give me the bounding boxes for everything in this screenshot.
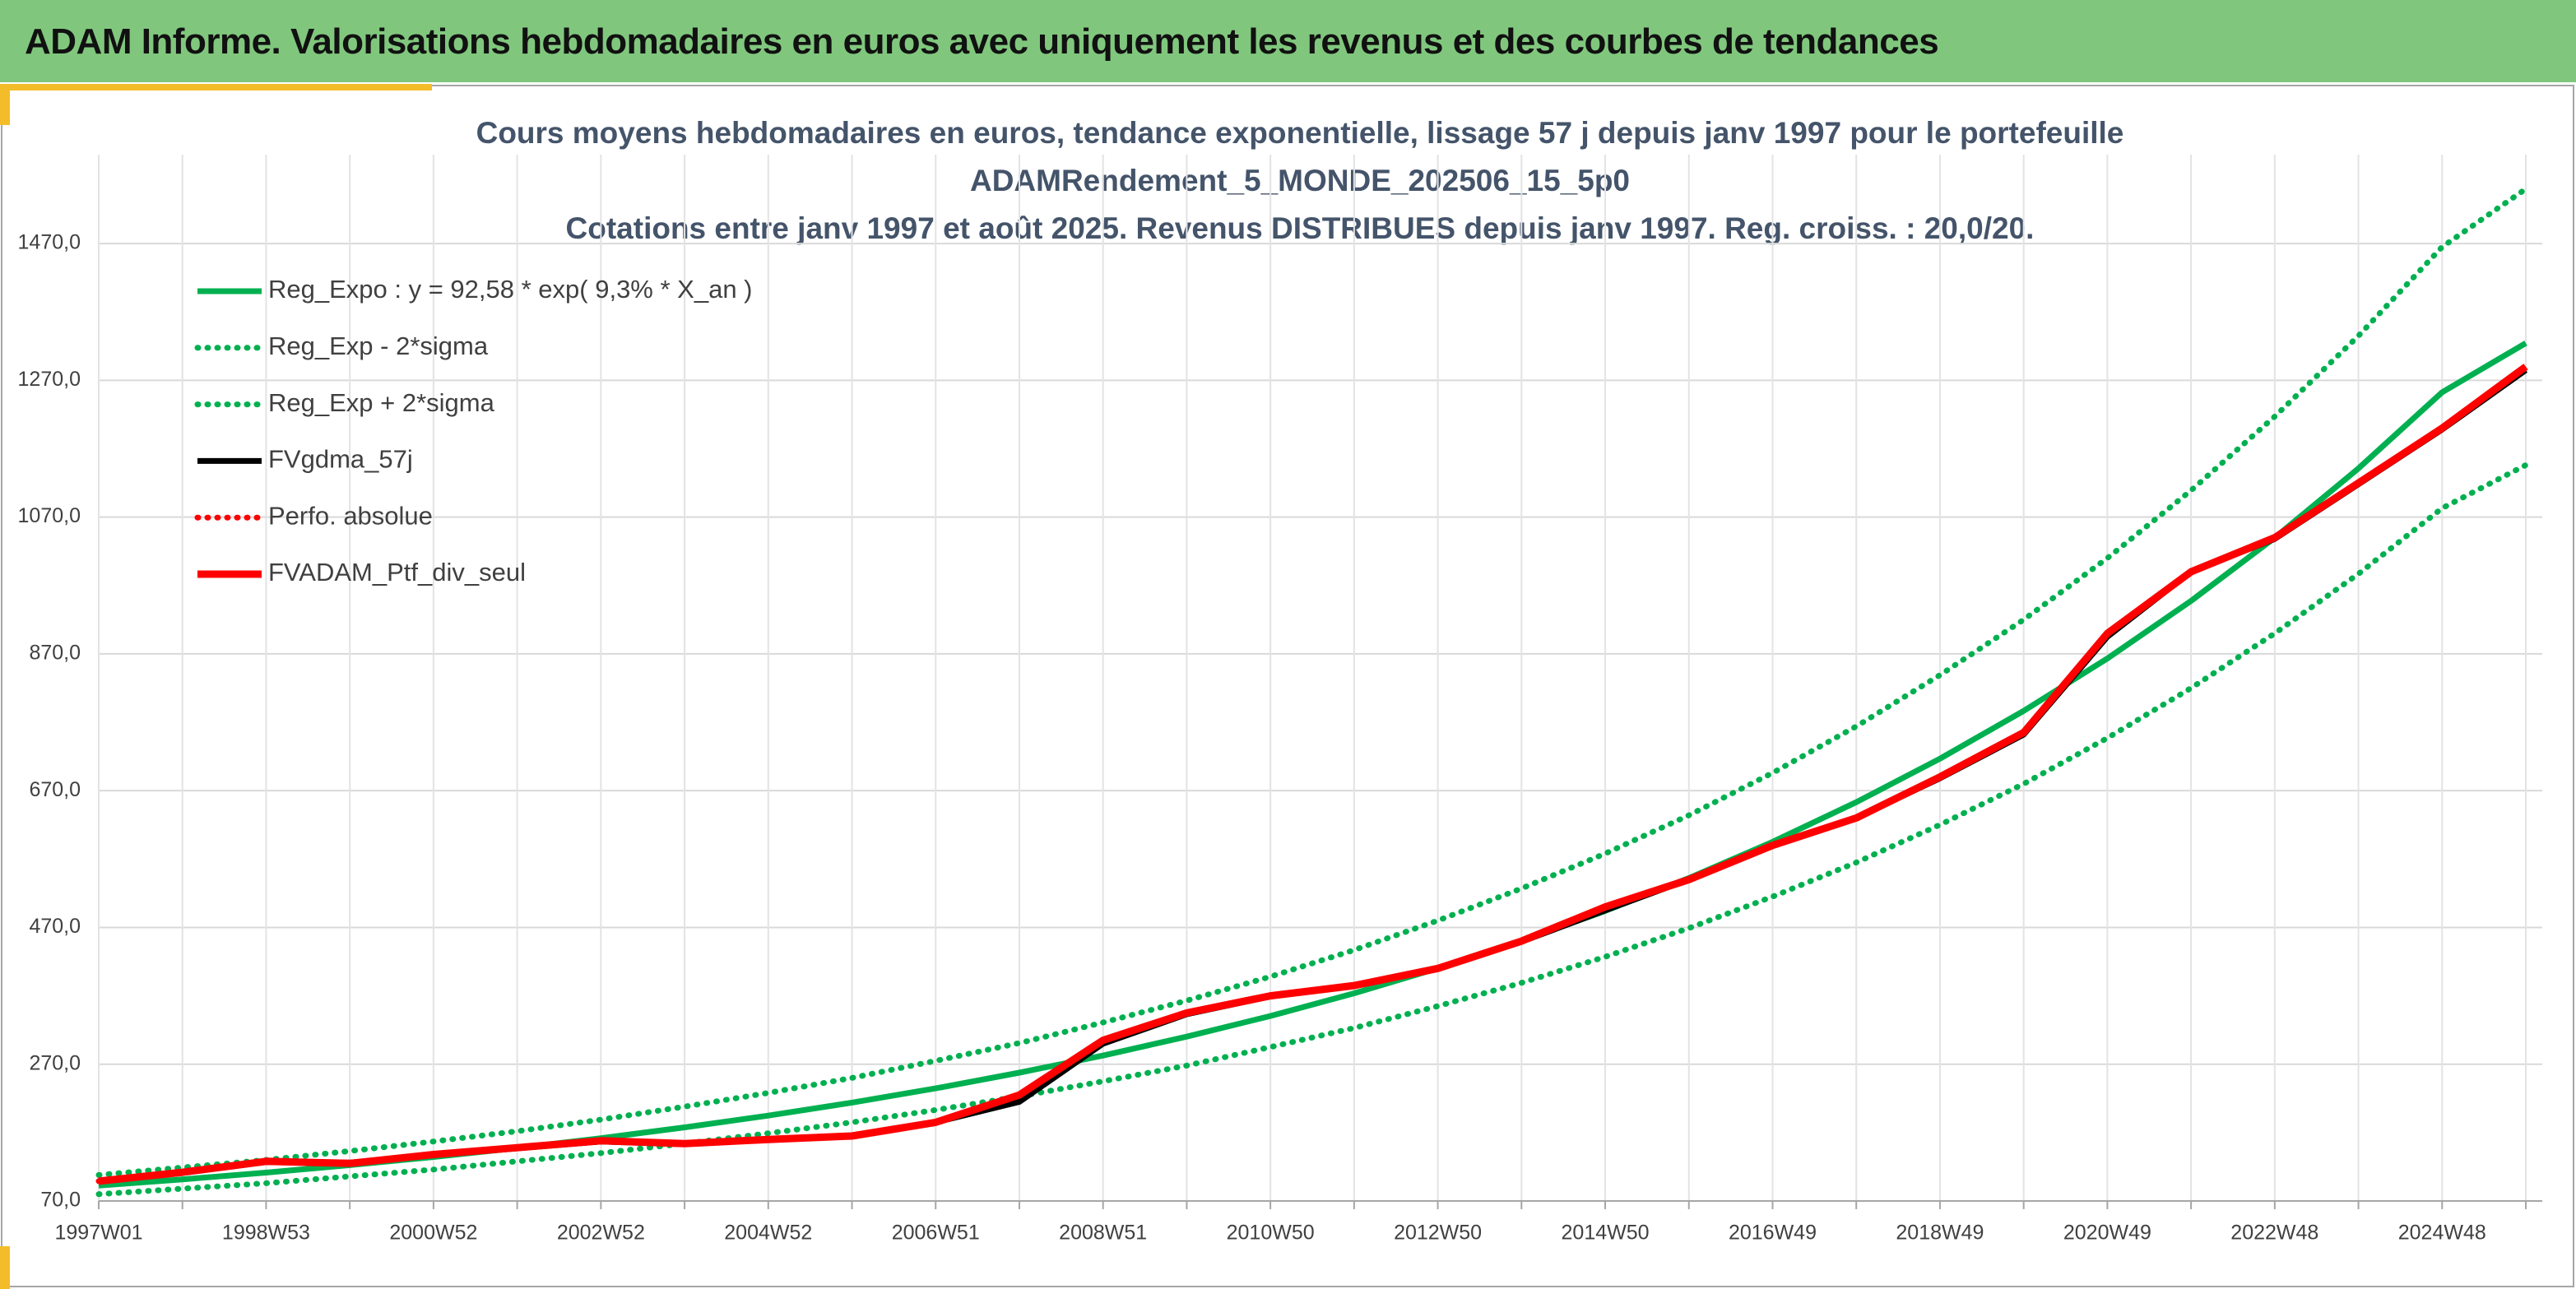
y-tick-label: 870,0 xyxy=(29,642,81,665)
accent xyxy=(0,84,10,125)
legend-label: Reg_Exp + 2*sigma xyxy=(268,388,495,417)
header-title: ADAM Informe. Valorisations hebdomadaire… xyxy=(25,21,1939,62)
series-line xyxy=(95,461,2529,1198)
chart-title: ADAMRendement_5_MONDE_202506_15_5p0 xyxy=(970,164,1630,197)
chart-title: Cours moyens hebdomadaires en euros, ten… xyxy=(476,116,2124,150)
legend-label: Perfo. absolue xyxy=(268,501,433,530)
x-tick-label: 2010W50 xyxy=(1227,1222,1315,1245)
y-tick-label: 270,0 xyxy=(29,1051,81,1074)
header-bar: ADAM Informe. Valorisations hebdomadaire… xyxy=(0,0,2576,82)
y-tick-label: 1470,0 xyxy=(18,231,81,254)
x-tick-label: 2004W52 xyxy=(724,1222,812,1245)
x-tick-label: 2012W50 xyxy=(1394,1222,1482,1245)
y-tick-label: 670,0 xyxy=(29,778,81,801)
x-tick-label: 2016W49 xyxy=(1729,1222,1817,1245)
y-tick-label: 1070,0 xyxy=(18,504,81,527)
x-tick-label: 2014W50 xyxy=(1562,1222,1650,1245)
x-tick-label: 2024W48 xyxy=(2398,1222,2486,1245)
legend-label: Reg_Expo : y = 92,58 * exp( 9,3% * X_an … xyxy=(268,275,753,304)
series-line xyxy=(95,364,2529,1185)
y-tick-label: 1270,0 xyxy=(18,368,81,391)
x-tick-label: 1998W53 xyxy=(222,1222,310,1245)
accent xyxy=(0,84,432,90)
x-tick-label: 2002W52 xyxy=(557,1222,645,1245)
series-line xyxy=(98,364,2528,1185)
legend-label: Reg_Exp - 2*sigma xyxy=(268,332,489,360)
chart-title: Cotations entre janv 1997 et août 2025. … xyxy=(566,211,2035,245)
x-tick-label: 2000W52 xyxy=(389,1222,477,1245)
series-line xyxy=(95,186,2529,1178)
x-tick-label: 2008W51 xyxy=(1059,1222,1147,1245)
x-tick-label: 1997W01 xyxy=(54,1222,142,1245)
x-tick-label: 2018W49 xyxy=(1896,1222,1984,1245)
x-tick-label: 2006W51 xyxy=(892,1222,980,1245)
legend-label: FVADAM_Ptf_div_seul xyxy=(268,558,526,587)
chart-border xyxy=(1,85,2574,1287)
series-line xyxy=(98,341,2527,1189)
y-tick-label: 470,0 xyxy=(29,915,81,938)
legend-label: FVgdma_57j xyxy=(268,445,413,474)
series-line xyxy=(98,368,2528,1185)
accent xyxy=(0,1246,10,1289)
x-tick-label: 2022W48 xyxy=(2230,1222,2318,1245)
x-tick-label: 2020W49 xyxy=(2063,1222,2151,1245)
y-tick-label: 70,0 xyxy=(40,1189,81,1212)
